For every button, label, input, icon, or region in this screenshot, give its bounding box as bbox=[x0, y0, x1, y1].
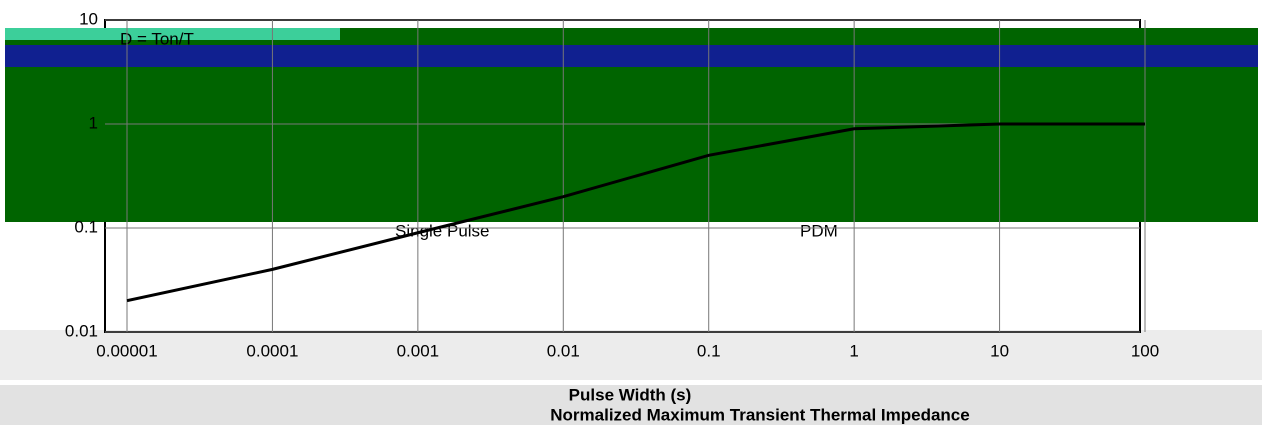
x-tick-label: 0.1 bbox=[697, 341, 721, 360]
x-axis-label: Pulse Width (s) bbox=[569, 385, 692, 404]
glitch-teal bbox=[5, 28, 340, 40]
axis-band bbox=[0, 330, 1262, 380]
series-line bbox=[126, 122, 1145, 303]
x-tick-label: 0.01 bbox=[547, 341, 580, 360]
x-tick-label: 100 bbox=[1131, 341, 1159, 360]
x-tick-label: 1 bbox=[849, 341, 858, 360]
x-tick-label: 10 bbox=[990, 341, 1009, 360]
y-tick-label: 1 bbox=[89, 113, 98, 132]
x-tick-label: 0.0001 bbox=[246, 341, 298, 360]
x-tick-label: 0.00001 bbox=[96, 341, 157, 360]
y-tick-label: 0.01 bbox=[65, 321, 98, 340]
y-tick-label: 0.1 bbox=[74, 217, 98, 236]
chart-title: Normalized Maximum Transient Thermal Imp… bbox=[550, 405, 969, 424]
annotation-duty: D = Ton/T bbox=[120, 29, 194, 48]
caption-band bbox=[0, 385, 1262, 425]
y-tick-label: 10 bbox=[79, 9, 98, 28]
annotation-pdm: PDM bbox=[800, 221, 838, 240]
x-tick-label: 0.001 bbox=[397, 341, 440, 360]
annotation-single: Single Pulse bbox=[395, 221, 490, 240]
glitch-blue bbox=[5, 45, 1258, 67]
